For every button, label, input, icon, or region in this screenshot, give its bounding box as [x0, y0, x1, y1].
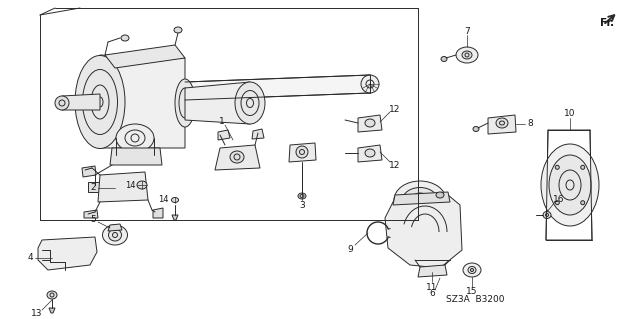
Polygon shape	[172, 215, 178, 220]
Ellipse shape	[121, 35, 129, 41]
Text: 11: 11	[426, 283, 438, 292]
Polygon shape	[153, 208, 163, 218]
Polygon shape	[358, 145, 382, 162]
Polygon shape	[185, 75, 370, 100]
Ellipse shape	[116, 124, 154, 152]
Ellipse shape	[137, 181, 147, 189]
Polygon shape	[84, 210, 98, 218]
Text: 8: 8	[527, 120, 533, 129]
Polygon shape	[358, 115, 382, 132]
Polygon shape	[38, 237, 97, 270]
Polygon shape	[62, 94, 100, 110]
Ellipse shape	[470, 269, 474, 271]
Text: 2: 2	[90, 183, 96, 192]
Ellipse shape	[556, 201, 559, 205]
Ellipse shape	[175, 79, 195, 127]
Polygon shape	[289, 143, 316, 162]
Text: 7: 7	[464, 26, 470, 35]
Ellipse shape	[441, 56, 447, 62]
Polygon shape	[385, 195, 462, 268]
Polygon shape	[393, 192, 450, 205]
Ellipse shape	[556, 165, 559, 169]
Ellipse shape	[549, 155, 591, 215]
Ellipse shape	[298, 193, 306, 199]
Polygon shape	[215, 145, 260, 170]
Ellipse shape	[462, 51, 472, 59]
Ellipse shape	[230, 151, 244, 163]
Ellipse shape	[102, 225, 127, 245]
Ellipse shape	[403, 188, 438, 212]
Text: 5: 5	[90, 214, 96, 224]
Ellipse shape	[580, 165, 585, 169]
Polygon shape	[110, 148, 162, 165]
Polygon shape	[98, 172, 148, 202]
Ellipse shape	[456, 47, 478, 63]
Ellipse shape	[463, 263, 481, 277]
Text: 3: 3	[299, 201, 305, 210]
Ellipse shape	[174, 27, 182, 33]
Ellipse shape	[296, 146, 308, 158]
Ellipse shape	[172, 197, 179, 203]
Polygon shape	[82, 166, 96, 177]
Ellipse shape	[543, 211, 551, 219]
Ellipse shape	[496, 118, 508, 128]
Polygon shape	[100, 55, 185, 148]
Text: Fr.: Fr.	[600, 18, 614, 28]
Polygon shape	[488, 115, 516, 134]
Text: 14: 14	[125, 181, 135, 189]
Ellipse shape	[436, 192, 444, 198]
Text: 16: 16	[553, 195, 564, 204]
Ellipse shape	[365, 119, 375, 127]
Ellipse shape	[541, 144, 599, 226]
Text: 12: 12	[389, 105, 401, 114]
Ellipse shape	[580, 201, 585, 205]
Text: 9: 9	[347, 246, 353, 255]
Ellipse shape	[235, 82, 265, 124]
Text: 13: 13	[31, 308, 43, 317]
Ellipse shape	[55, 96, 69, 110]
Ellipse shape	[365, 149, 375, 157]
Text: 15: 15	[467, 286, 477, 295]
Text: 6: 6	[429, 288, 435, 298]
Text: 10: 10	[564, 109, 576, 118]
Ellipse shape	[361, 75, 379, 93]
Text: SZ3A  B3200: SZ3A B3200	[445, 295, 504, 305]
Ellipse shape	[473, 127, 479, 131]
Text: 12: 12	[389, 161, 401, 170]
Text: 14: 14	[157, 196, 168, 204]
Polygon shape	[105, 45, 185, 68]
Text: 1: 1	[219, 117, 225, 127]
Polygon shape	[49, 308, 55, 313]
Ellipse shape	[468, 266, 476, 273]
Polygon shape	[218, 130, 230, 140]
Ellipse shape	[394, 181, 446, 219]
Polygon shape	[418, 265, 447, 277]
Ellipse shape	[47, 291, 57, 299]
Ellipse shape	[75, 56, 125, 149]
Ellipse shape	[109, 229, 122, 241]
Text: 4: 4	[27, 254, 33, 263]
Polygon shape	[108, 224, 122, 231]
Polygon shape	[252, 129, 264, 139]
Polygon shape	[88, 182, 102, 192]
Polygon shape	[185, 82, 250, 124]
